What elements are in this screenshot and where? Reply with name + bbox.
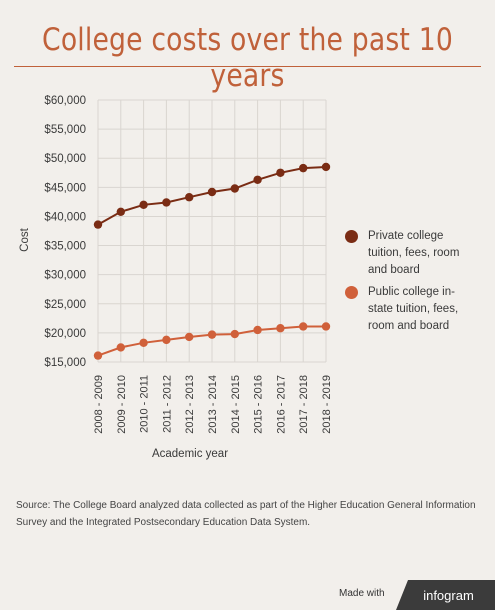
source-note: Source: The College Board analyzed data …: [16, 500, 476, 528]
data-point-public: [139, 338, 148, 347]
data-point-public: [162, 335, 171, 345]
x-tick-label: 2014 - 2015: [230, 375, 242, 434]
infogram-logo[interactable]: infogram: [396, 580, 495, 610]
data-point-private: [116, 207, 126, 216]
x-tick-label: 2013 - 2014: [207, 375, 219, 434]
data-point-private: [162, 198, 171, 207]
data-point-public: [93, 351, 103, 360]
data-point-private: [321, 162, 331, 172]
x-tick-label: 2010 - 2011: [139, 375, 151, 433]
data-point-public: [185, 332, 194, 342]
data-point-public: [230, 329, 239, 339]
data-point-private: [276, 168, 285, 177]
data-point-private: [93, 220, 103, 229]
y-tick-label: $45,000: [44, 182, 86, 194]
y-axis-ticks: $15,000 $20,000 $25,000 $30,000 $35,000 $40,0…: [44, 95, 86, 369]
x-tick-label: 2018 - 2019: [321, 375, 333, 434]
y-axis-label: Cost: [19, 227, 31, 251]
x-tick-label: 2015 - 2016: [253, 375, 265, 434]
x-tick-label: 2016 - 2017: [275, 375, 287, 434]
made-with-text: Made with: [339, 588, 385, 599]
x-axis-ticks: 2008 - 2009 2009 - 2010 2010 - 2011 2011 - …: [93, 375, 333, 434]
y-tick-label: $60,000: [44, 95, 86, 107]
y-tick-label: $50,000: [44, 153, 86, 165]
series-points: [93, 162, 331, 360]
data-point-private: [230, 184, 239, 193]
y-tick-label: $55,000: [44, 124, 86, 136]
legend-item-public: Public college in-state tuition, fees, r…: [345, 284, 468, 335]
legend-marker-private: [345, 230, 358, 243]
legend-label-private: Private college tuition, fees, room and …: [368, 230, 460, 276]
y-tick-label: $25,000: [44, 299, 86, 311]
legend-label-public: Public college in-state tuition, fees, r…: [368, 286, 459, 332]
y-tick-label: $35,000: [44, 241, 86, 253]
chart-grid: [97, 99, 327, 363]
title-divider: [14, 66, 481, 67]
x-tick-label: 2017 - 2018: [298, 375, 310, 434]
data-point-public: [276, 324, 285, 333]
line-chart: $15,000 $20,000 $25,000 $30,000 $35,000 $40,0…: [19, 95, 333, 460]
x-axis-label: Academic year: [152, 448, 228, 460]
x-tick-label: 2009 - 2010: [116, 375, 128, 434]
data-point-public: [116, 343, 126, 352]
legend-marker-public: [345, 286, 358, 299]
data-point-public: [253, 325, 262, 335]
data-point-private: [185, 193, 194, 202]
y-tick-label: $15,000: [44, 357, 86, 369]
legend-item-private: Private college tuition, fees, room and …: [345, 228, 468, 279]
x-tick-label: 2008 - 2009: [93, 375, 105, 434]
data-point-private: [299, 163, 308, 173]
data-point-public: [207, 330, 217, 339]
data-point-private: [139, 200, 148, 209]
y-tick-label: $40,000: [44, 211, 86, 223]
x-tick-label: 2011 - 2012: [161, 375, 173, 433]
data-point-private: [253, 175, 262, 184]
data-point-private: [207, 187, 217, 197]
data-point-public: [299, 322, 308, 331]
y-tick-label: $20,000: [44, 328, 86, 340]
y-tick-label: $30,000: [44, 270, 86, 282]
data-point-public: [321, 322, 331, 331]
x-tick-label: 2012 - 2013: [184, 375, 196, 434]
chart-title: College costs over the past 10 years: [42, 22, 453, 94]
